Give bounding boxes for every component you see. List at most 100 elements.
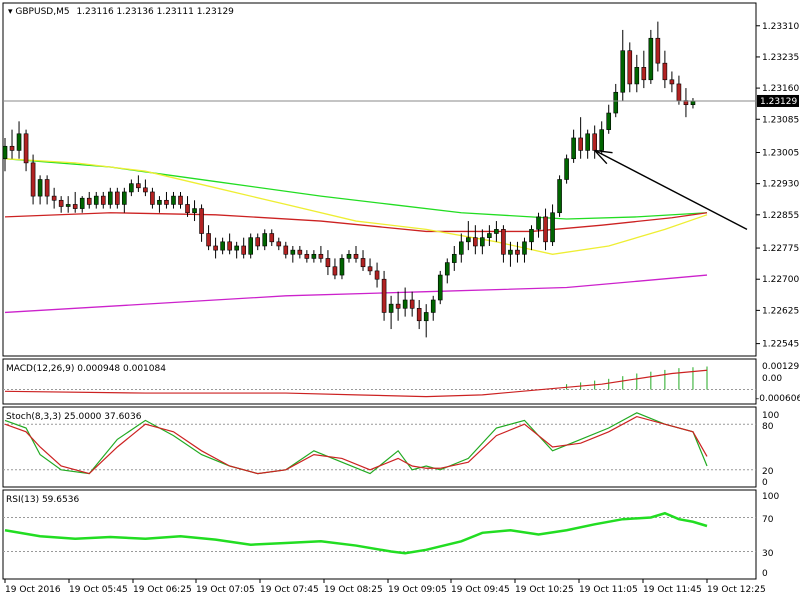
candle (115, 187, 120, 209)
candle (634, 54, 640, 93)
candle-body (409, 299, 415, 309)
price-tick-label: 1.22775 (762, 244, 799, 254)
time-tick-label: 19 Oct 07:05 (196, 585, 255, 595)
moving-average-line-1 (4, 212, 708, 233)
candle-body (164, 199, 169, 205)
candle-body (65, 204, 71, 207)
candle (51, 187, 57, 209)
candle (234, 241, 239, 259)
candle (9, 129, 15, 159)
time-axis: 19 Oct 2016 19 Oct 05:45 19 Oct 06:25 19 Oc… (4, 579, 766, 595)
candle (241, 237, 246, 259)
candle (65, 196, 71, 213)
candle (199, 204, 204, 242)
candle (550, 204, 555, 246)
price-tick-label: 1.23005 (762, 148, 799, 158)
arrow-head (594, 149, 608, 165)
macd-panel-frame (2, 358, 757, 405)
candle (543, 208, 548, 251)
candle (557, 175, 562, 217)
candle-body (171, 195, 176, 205)
time-tick-label: 19 Oct 06:25 (133, 585, 192, 595)
candle (571, 129, 576, 163)
candle-body (58, 199, 64, 207)
candle-body (311, 253, 317, 259)
price-tick-label: 1.23160 (762, 84, 799, 94)
candle (290, 245, 296, 263)
time-tick-label: 19 Oct 09:45 (451, 585, 510, 595)
candle-body (325, 258, 331, 268)
candle (30, 154, 36, 205)
candle-body (402, 299, 408, 309)
candle (599, 121, 605, 155)
rsi-label: RSI(13) 59.6536 (6, 495, 79, 505)
candle (480, 229, 485, 255)
candle (129, 179, 134, 197)
candle (473, 225, 478, 255)
macd-tick-mid: 0.00 (762, 374, 782, 384)
candle-body (669, 79, 675, 85)
candle-body (444, 262, 450, 276)
candle-body (585, 133, 590, 151)
time-tick-label: 19 Oct 11:45 (643, 585, 702, 595)
candle (23, 129, 29, 172)
candle-body (304, 253, 310, 259)
candle-body (248, 237, 253, 255)
candle-body (515, 249, 520, 255)
main-price-panel[interactable]: 1.23310 1.23235 1.23160 1.23085 1.23005 1.229… (2, 2, 799, 357)
candle (564, 154, 569, 184)
candle-body (37, 179, 43, 197)
candle (606, 104, 612, 134)
candle-body (122, 191, 127, 205)
price-tick-label: 1.23235 (762, 53, 799, 63)
candle (423, 304, 429, 338)
candle (122, 187, 127, 213)
candle-body (72, 204, 78, 209)
macd-plot (3, 366, 756, 398)
candle-body (290, 249, 296, 255)
candle-body (374, 270, 380, 280)
candle-body (297, 249, 303, 255)
candle (304, 250, 310, 263)
candle (339, 254, 345, 280)
candle-body (23, 133, 29, 164)
candle (395, 291, 401, 321)
candle-body (2, 145, 8, 160)
macd-signal-line (4, 369, 708, 398)
stochastic-panel[interactable]: Stoch(8,3,3) 25.0000 37.6036 100 80 20 0 (2, 406, 779, 488)
candle-body (676, 83, 682, 101)
price-tick-label: 1.22700 (762, 275, 799, 285)
stoch-label: Stoch(8,3,3) 25.0000 37.6036 (6, 412, 142, 422)
candle (515, 241, 520, 263)
candle (655, 21, 661, 72)
candle (402, 287, 408, 317)
arrow-head (594, 149, 613, 154)
candle-body (557, 179, 562, 214)
rsi-panel[interactable]: RSI(13) 59.6536 100 70 30 0 (2, 489, 779, 580)
time-tick-label: 19 Oct 10:25 (515, 585, 574, 595)
candle-body (388, 303, 394, 313)
candle-body (451, 253, 457, 263)
macd-panel[interactable]: MACD(12,26,9) 0.000948 0.001084 0.00129 … (2, 358, 800, 405)
time-tick-label: 19 Oct 11:05 (579, 585, 638, 595)
candle-body (606, 112, 612, 130)
candle (416, 299, 422, 330)
candle-body (543, 216, 548, 243)
candle-body (501, 229, 506, 255)
candle-body (564, 158, 569, 180)
price-tick-label: 1.22545 (762, 340, 799, 350)
candle (360, 250, 366, 271)
candle-body (79, 197, 85, 209)
time-tick-label: 19 Oct 08:25 (324, 585, 383, 595)
candle-body (613, 91, 619, 114)
candle-body (220, 241, 225, 251)
candle (627, 42, 633, 93)
candle-body (332, 266, 338, 276)
candle (297, 245, 303, 259)
candle-body (192, 208, 197, 214)
candle-body (16, 133, 22, 151)
candle (157, 196, 162, 213)
candle (255, 233, 261, 251)
